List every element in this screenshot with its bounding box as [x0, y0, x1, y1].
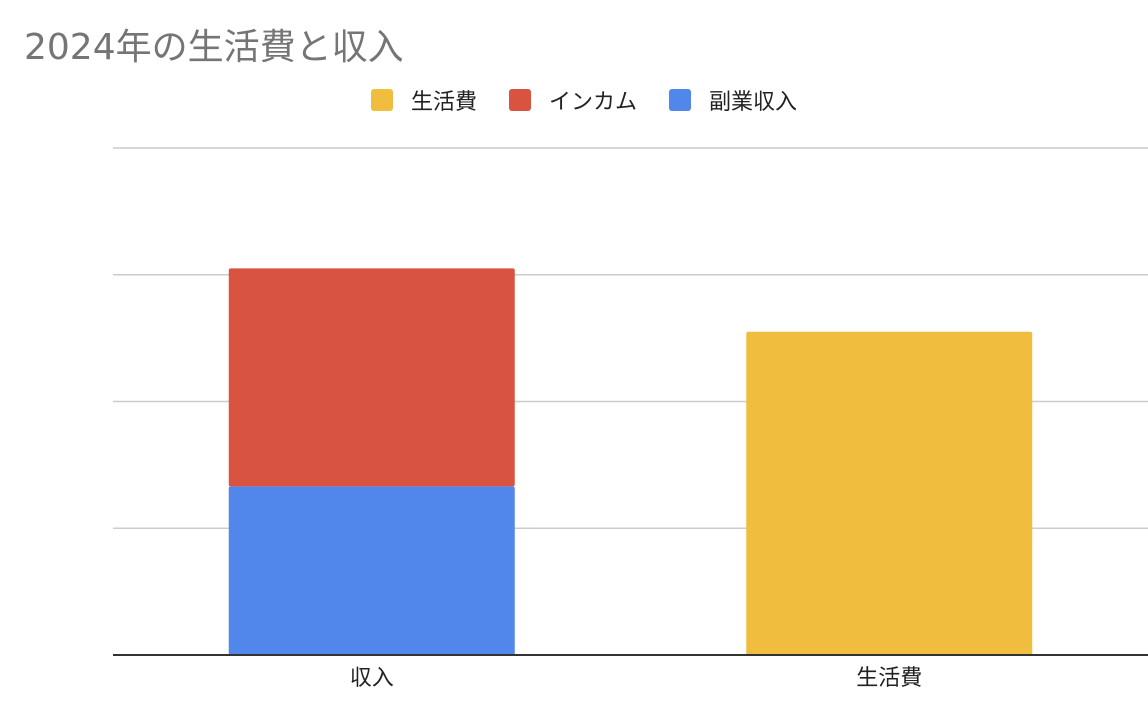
x-tick-label: 生活費	[856, 666, 922, 691]
bar-income-0[interactable]	[228, 268, 515, 487]
chart-title: 2024年の生活費と収入	[24, 27, 404, 68]
bar-side-income-0[interactable]	[228, 486, 515, 655]
legend: 生活費 インカム 副業収入	[0, 84, 1148, 116]
bar-living-costs-1[interactable]	[746, 331, 1033, 655]
x-axis-tick-labels: 収入 生活費	[350, 666, 923, 691]
x-tick-label: 収入	[350, 666, 394, 691]
legend-label-side-income: 副業収入	[709, 90, 798, 115]
legend-swatch-side-income	[669, 89, 691, 111]
legend-item-living-costs[interactable]: 生活費	[370, 84, 477, 116]
bars	[228, 268, 1033, 655]
legend-item-side-income[interactable]: 副業収入	[669, 84, 797, 116]
legend-label-income: インカム	[548, 90, 637, 115]
legend-swatch-living-costs	[370, 89, 393, 111]
legend-item-income[interactable]: インカム	[508, 84, 637, 116]
legend-swatch-income	[508, 89, 531, 111]
legend-label-living-costs: 生活費	[410, 90, 477, 115]
